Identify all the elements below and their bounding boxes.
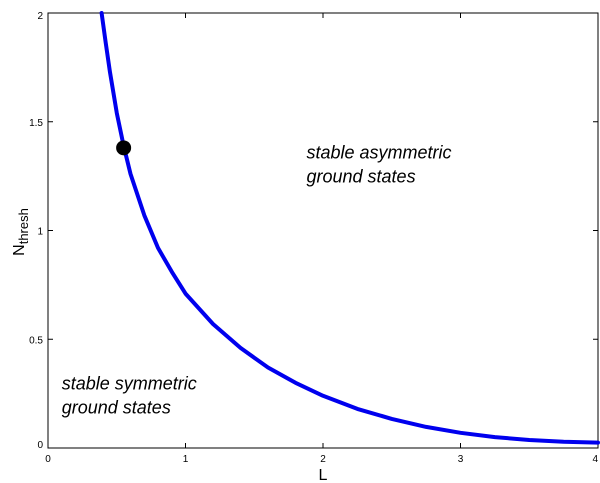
x-tick-label: 2 (320, 454, 326, 465)
plot-area (47, 12, 599, 449)
axis-ticks (47, 12, 599, 449)
x-tick-label: 3 (458, 454, 464, 465)
annotation-symmetric: stable symmetric ground states (62, 373, 197, 417)
axis-tick-labels: 0 1 2 3 4 0 0.5 1 1.5 2 (29, 11, 598, 465)
annotation-line: stable asymmetric (307, 143, 452, 163)
annotation-line: stable symmetric (62, 373, 197, 393)
y-tick-label: 1 (37, 227, 43, 238)
x-tick-label: 1 (183, 454, 189, 465)
x-tick-label: 0 (45, 454, 51, 465)
y-tick-label: 1.5 (29, 118, 43, 129)
y-axis-label-subscript: thresh (16, 208, 31, 244)
threshold-curve (99, 11, 600, 445)
annotation-line: ground states (62, 397, 171, 417)
y-tick-label: 2 (37, 11, 43, 22)
y-axis-label-main: N (11, 244, 28, 256)
y-tick-label: 0 (37, 440, 43, 451)
y-tick-label: 0.5 (29, 335, 43, 346)
x-tick-label: 4 (592, 454, 598, 465)
x-axis-label: L (319, 467, 328, 483)
transition-point-marker (116, 140, 132, 156)
annotation-asymmetric: stable asymmetric ground states (307, 143, 452, 187)
marker-layer (116, 140, 132, 156)
y-axis-label: Nthresh (11, 208, 31, 256)
annotation-line: ground states (307, 167, 416, 187)
series-layer (99, 11, 600, 445)
